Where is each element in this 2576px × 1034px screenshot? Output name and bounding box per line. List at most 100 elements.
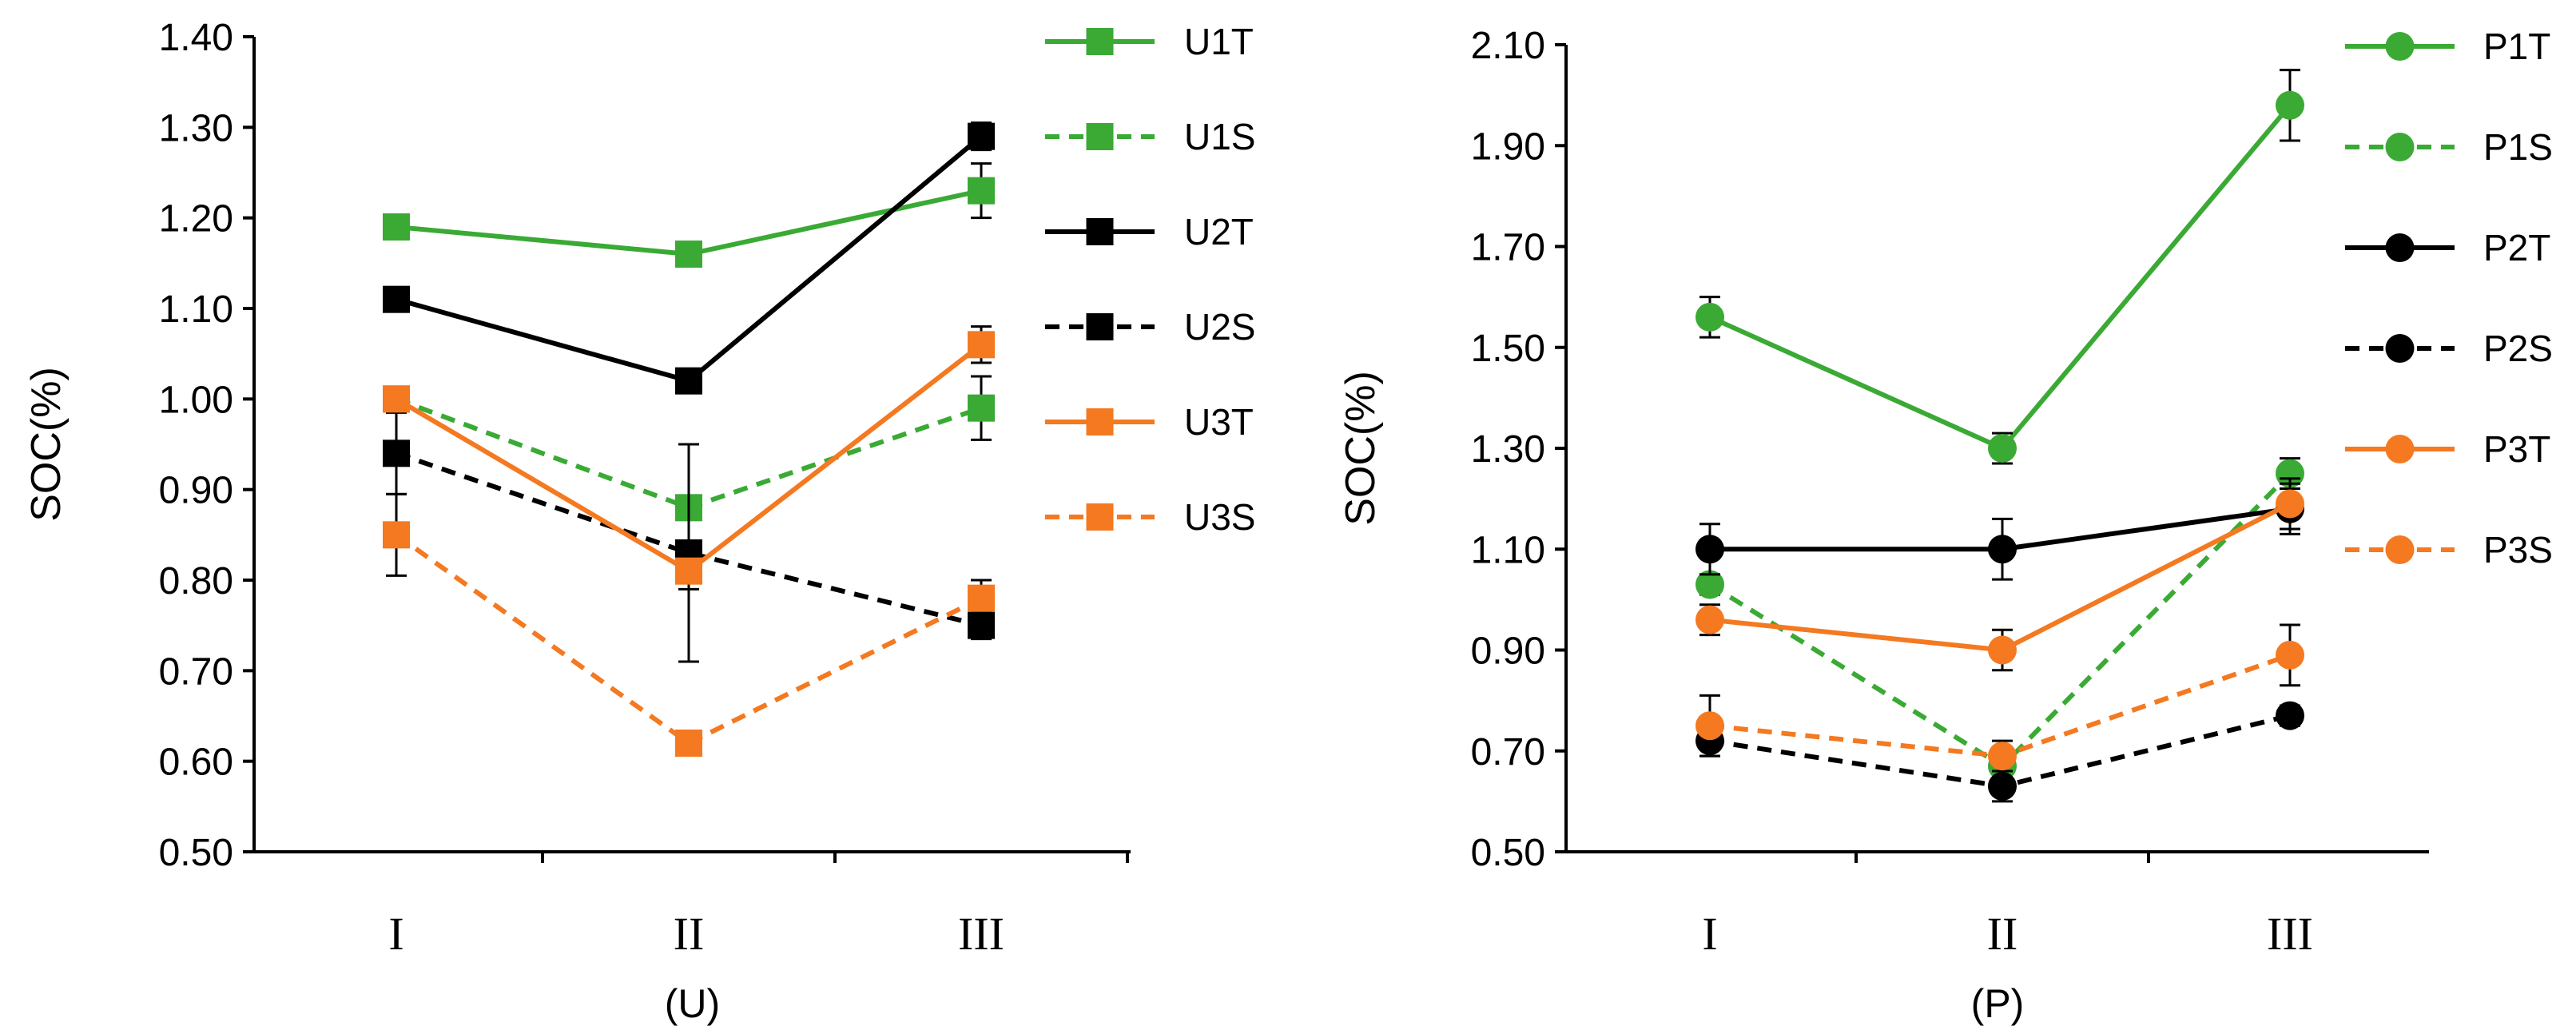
data-point-p1t xyxy=(1988,434,2017,463)
data-point-u2t xyxy=(675,367,702,395)
legend-swatch-marker xyxy=(1086,218,1114,245)
data-point-u3s xyxy=(968,584,995,612)
legend-swatch-marker xyxy=(1086,28,1114,55)
data-point-p1s xyxy=(1695,570,1724,599)
data-point-p3s xyxy=(2276,640,2304,670)
chart2-category-label: II xyxy=(1987,908,2018,960)
legend-item-u1t: U1T xyxy=(1045,21,1254,62)
legend-swatch-marker xyxy=(1086,313,1114,340)
panel-u-chart: 0.50 0.60 0.70 0.80 0.90 1.00 1.10 1.20 1.30 1.40… xyxy=(23,17,1255,1026)
chart2-y-tick-label: 0.90 xyxy=(1471,630,1545,673)
data-point-u2t xyxy=(383,285,410,313)
legend-item-u3s: U3S xyxy=(1045,496,1255,538)
legend-swatch-marker xyxy=(2385,233,2415,262)
legend-swatch-marker xyxy=(2385,32,2415,61)
chart2-y-tick-label: 1.70 xyxy=(1471,227,1545,269)
chart1-y-tick-label: 0.60 xyxy=(159,742,233,784)
legend-item-u2s: U2S xyxy=(1045,306,1255,348)
legend-label: U2S xyxy=(1184,306,1255,348)
series-p3s xyxy=(1695,623,2304,773)
series-p3t xyxy=(1695,477,2304,672)
data-point-p3s xyxy=(1695,711,1724,741)
legend-swatch-marker xyxy=(1086,408,1114,435)
data-point-p3s xyxy=(1988,742,2017,771)
legend-item-p1s: P1S xyxy=(2345,126,2553,168)
legend-label: U3T xyxy=(1184,401,1254,443)
series-line-p1s xyxy=(1708,471,2292,769)
legend-label: P3S xyxy=(2483,529,2553,571)
legend-label: U3S xyxy=(1184,496,1255,538)
legend-label: P2T xyxy=(2483,227,2550,268)
legend-label: P3T xyxy=(2483,428,2550,470)
chart1-category-label: III xyxy=(958,908,1004,960)
legend-label: U2T xyxy=(1184,211,1254,253)
data-point-p1t xyxy=(2276,90,2304,120)
series-p1t xyxy=(1695,69,2304,465)
data-point-u1t xyxy=(968,177,995,205)
data-point-u3t xyxy=(383,385,410,413)
series-line-u3s xyxy=(395,532,983,746)
legend-label: U1S xyxy=(1184,116,1255,157)
series-u1t xyxy=(383,162,995,268)
chart2-y-tick-label: 1.50 xyxy=(1471,328,1545,370)
chart1-y-tick-label: 0.90 xyxy=(159,470,233,512)
panel-p-chart: 0.500.700.901.101.301.501.701.902.10I II I… xyxy=(1338,25,2553,1026)
data-point-p3t xyxy=(2276,489,2304,519)
data-point-p2s xyxy=(2276,701,2304,730)
data-point-u3s xyxy=(675,730,702,757)
chart1-y-tick-label: 1.20 xyxy=(159,198,233,241)
chart1-y-tick-label: 1.00 xyxy=(159,379,233,421)
legend-item-p3s: P3S xyxy=(2345,529,2553,571)
data-point-p2t xyxy=(1988,535,2017,564)
chart1-y-tick-label: 1.40 xyxy=(159,17,233,59)
legend-item-u3t: U3T xyxy=(1045,401,1254,443)
data-point-p1s xyxy=(2276,459,2304,488)
legend-item-u1s: U1S xyxy=(1045,116,1255,157)
chart2-y-tick-label: 0.70 xyxy=(1471,731,1545,774)
chart2-x-axis-label: (P) xyxy=(1971,981,2025,1026)
series-p2t xyxy=(1695,482,2304,581)
chart1-y-tick-label: 0.70 xyxy=(159,650,233,693)
legend-label: P1S xyxy=(2483,126,2553,168)
series-u2s xyxy=(383,411,995,663)
series-u2t xyxy=(383,121,995,395)
chart2-category-label: I xyxy=(1702,908,1717,960)
legend-swatch-marker xyxy=(2385,535,2415,564)
series-line-u2s xyxy=(396,451,982,628)
data-point-u3t xyxy=(968,331,995,359)
chart2-y-tick-label: 1.90 xyxy=(1471,125,1545,168)
chart2-category-label: III xyxy=(2267,908,2313,960)
legend-label: U1T xyxy=(1184,21,1254,62)
data-point-p3t xyxy=(1695,605,1724,634)
legend-swatch-marker xyxy=(2385,133,2415,161)
legend-item-p1t: P1T xyxy=(2345,26,2550,67)
data-point-p2t xyxy=(1695,535,1724,564)
data-point-p2s xyxy=(1988,771,2017,801)
legend-item-p2t: P2T xyxy=(2345,227,2550,268)
data-point-u3s xyxy=(383,521,410,549)
legend-label: P1T xyxy=(2483,26,2550,67)
legend-label: P2S xyxy=(2483,328,2553,369)
data-point-u1s xyxy=(968,394,995,422)
chart2-y-tick-label: 0.50 xyxy=(1471,832,1545,874)
chart2-y-tick-label: 2.10 xyxy=(1471,25,1545,67)
series-u3t xyxy=(383,325,995,591)
data-point-u3t xyxy=(675,557,702,585)
data-point-u2s xyxy=(383,439,410,467)
legend-item-u2t: U2T xyxy=(1045,211,1254,253)
legend-item-p3t: P3T xyxy=(2345,428,2550,470)
legend-swatch-marker xyxy=(2385,435,2415,463)
legend-item-p2s: P2S xyxy=(2345,328,2553,369)
legend-swatch-marker xyxy=(1086,123,1114,150)
data-point-p1t xyxy=(1695,302,1724,332)
legend-swatch-marker xyxy=(2385,334,2415,363)
chart1-y-tick-label: 0.80 xyxy=(159,560,233,603)
series-u3s xyxy=(383,492,995,757)
chart1-y-axis-label: SOC(%) xyxy=(23,367,70,522)
chart1-category-label: II xyxy=(674,908,705,960)
chart2-y-tick-label: 1.30 xyxy=(1471,428,1545,471)
chart2-y-axis-label: SOC(%) xyxy=(1338,371,1384,526)
data-point-u1t xyxy=(675,241,702,268)
data-point-u2t xyxy=(968,122,995,150)
